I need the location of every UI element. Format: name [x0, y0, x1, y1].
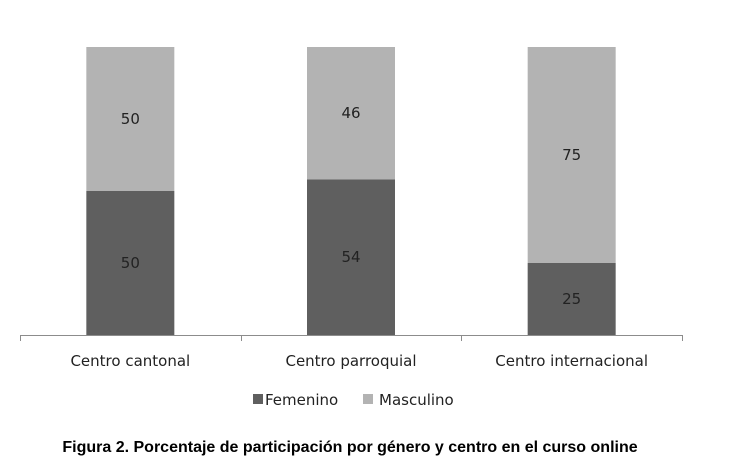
bars-layer: 50 50 54 46 25 75 — [86, 47, 616, 335]
bar-masculino-1 — [86, 47, 175, 191]
bar-masculino-2 — [307, 47, 395, 180]
legend-swatch-masculino — [363, 394, 373, 404]
x-axis: Centro cantonal Centro parroquial Centro i… — [20, 335, 683, 370]
data-label-femenino-3: 25 — [562, 290, 581, 308]
x-tick-label-2: Centro parroquial — [285, 352, 416, 370]
data-label-femenino-2: 54 — [341, 248, 360, 266]
x-tick-label-1: Centro cantonal — [70, 352, 190, 370]
figure-caption: Figura 2. Porcentaje de participación po… — [62, 439, 638, 456]
data-label-masculino-1: 50 — [121, 110, 140, 128]
legend-label-masculino: Masculino — [379, 391, 454, 409]
bar-masculino-3 — [527, 47, 616, 263]
chart: 50 50 54 46 25 75 Centro cantonal Centro parro… — [20, 47, 683, 409]
data-label-masculino-2: 46 — [341, 104, 360, 122]
legend-swatch-femenino — [253, 394, 263, 404]
bar-femenino-2 — [307, 179, 395, 335]
data-label-femenino-1: 50 — [121, 254, 140, 272]
legend-label-femenino: Femenino — [265, 391, 338, 409]
legend: Femenino Masculino — [253, 391, 454, 409]
x-tick-label-3: Centro internacional — [495, 352, 648, 370]
data-label-masculino-3: 75 — [562, 146, 581, 164]
bar-femenino-3 — [527, 263, 616, 335]
bar-femenino-1 — [86, 191, 175, 335]
